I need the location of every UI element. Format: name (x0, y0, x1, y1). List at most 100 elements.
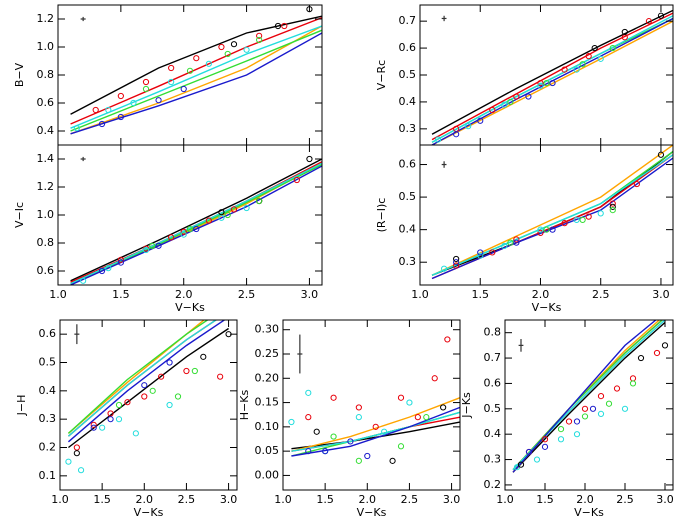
data-point (637, 354, 645, 362)
y-tick-label: 1.2 (37, 12, 55, 25)
data-point (130, 99, 137, 107)
data-point (243, 46, 250, 53)
data-point (205, 217, 212, 224)
data-point (581, 413, 589, 420)
data-point (355, 414, 362, 421)
data-point (168, 234, 175, 241)
data-point (585, 213, 592, 220)
data-point (105, 265, 112, 272)
data-point (513, 239, 520, 246)
data-point (306, 155, 313, 163)
model-line (70, 32, 322, 135)
y-tick-label: 0.7 (484, 351, 502, 364)
data-point (543, 226, 550, 233)
data-point (477, 117, 484, 124)
data-point (168, 78, 175, 86)
data-point (597, 410, 605, 417)
x-tick-label: 1.0 (274, 493, 292, 506)
y-tick-label: 0.25 (255, 347, 280, 360)
data-point (281, 22, 288, 30)
data-point (166, 359, 173, 366)
x-tick-label: 3.0 (220, 493, 238, 506)
frame (282, 319, 461, 491)
model-line (431, 17, 673, 145)
data-point (155, 242, 162, 249)
data-point (444, 336, 451, 343)
model-line (291, 406, 460, 457)
y-tick-label: 0.1 (39, 469, 57, 482)
data-point (537, 79, 544, 87)
data-point (107, 416, 114, 423)
data-point (453, 259, 460, 266)
model-line (70, 15, 322, 115)
plot-area (431, 9, 673, 145)
x-tick-label: 1.5 (316, 493, 334, 506)
y-tick-label: 0.00 (255, 468, 280, 481)
data-point (80, 277, 87, 284)
frame (419, 144, 674, 286)
data-point (645, 18, 653, 25)
y-tick-label: 0.7 (399, 14, 417, 27)
data-point (186, 225, 194, 233)
data-point (389, 457, 396, 464)
data-point (73, 450, 80, 457)
x-tick-label: 1.0 (51, 493, 69, 506)
data-point (90, 424, 97, 431)
y-tick-label: 0.8 (37, 68, 55, 81)
data-point (397, 443, 405, 450)
data-point (525, 448, 533, 456)
data-point (434, 136, 442, 143)
model-line (431, 154, 673, 276)
data-point (92, 106, 99, 114)
x-tick-label: 2.5 (401, 493, 419, 506)
model-line (70, 165, 322, 285)
data-point (573, 431, 581, 438)
data-point (581, 405, 589, 412)
data-point (186, 67, 194, 74)
data-point (501, 242, 508, 250)
data-point (477, 252, 484, 259)
model-line (70, 29, 322, 132)
y-tick-label: 0.6 (399, 41, 417, 54)
x-axis-label: V−Ks (532, 301, 562, 314)
data-point (142, 246, 150, 254)
data-point (589, 405, 597, 412)
panel: 1.0 1.5 2.0 2.5 3.0 0.00 0.05 0.10 0.15 0.20 0.25 0… (238, 319, 461, 516)
data-point (205, 60, 212, 67)
data-point (579, 61, 586, 68)
model-line (67, 320, 218, 437)
model-line (291, 411, 460, 452)
y-tick-label: 0.8 (37, 236, 55, 249)
data-point (141, 382, 148, 389)
data-point (90, 421, 97, 428)
model-line (67, 320, 209, 434)
data-point (364, 452, 371, 460)
data-point (597, 55, 604, 62)
y-tick-label: 0.2 (484, 478, 502, 491)
data-point (330, 433, 337, 440)
x-tick-label: 3.0 (652, 288, 670, 301)
data-point (657, 151, 665, 158)
plot-area (70, 155, 322, 285)
data-point (230, 206, 238, 213)
data-point (549, 79, 556, 87)
data-point (149, 387, 156, 394)
data-point (224, 211, 231, 219)
model-line (70, 158, 322, 282)
x-tick-label: 1.0 (496, 493, 514, 506)
y-tick-label: 0.8 (484, 326, 502, 339)
data-point (256, 36, 263, 44)
x-tick-label: 2.0 (136, 493, 154, 506)
data-point (322, 448, 329, 455)
panel: 1.0 1.5 2.0 2.5 3.0 0.3 0.4 0.5 0.6 V−Ks (R−I)c (375, 144, 674, 314)
data-point (274, 22, 282, 30)
x-axis-label: V−Ks (175, 301, 205, 314)
data-point (293, 176, 300, 184)
y-tick-label: 0.20 (255, 371, 280, 384)
data-point (565, 418, 573, 425)
data-point (158, 373, 165, 380)
data-point (633, 180, 640, 188)
data-point (453, 255, 460, 263)
y-tick-label: 0.5 (484, 402, 502, 415)
data-point (533, 456, 541, 463)
